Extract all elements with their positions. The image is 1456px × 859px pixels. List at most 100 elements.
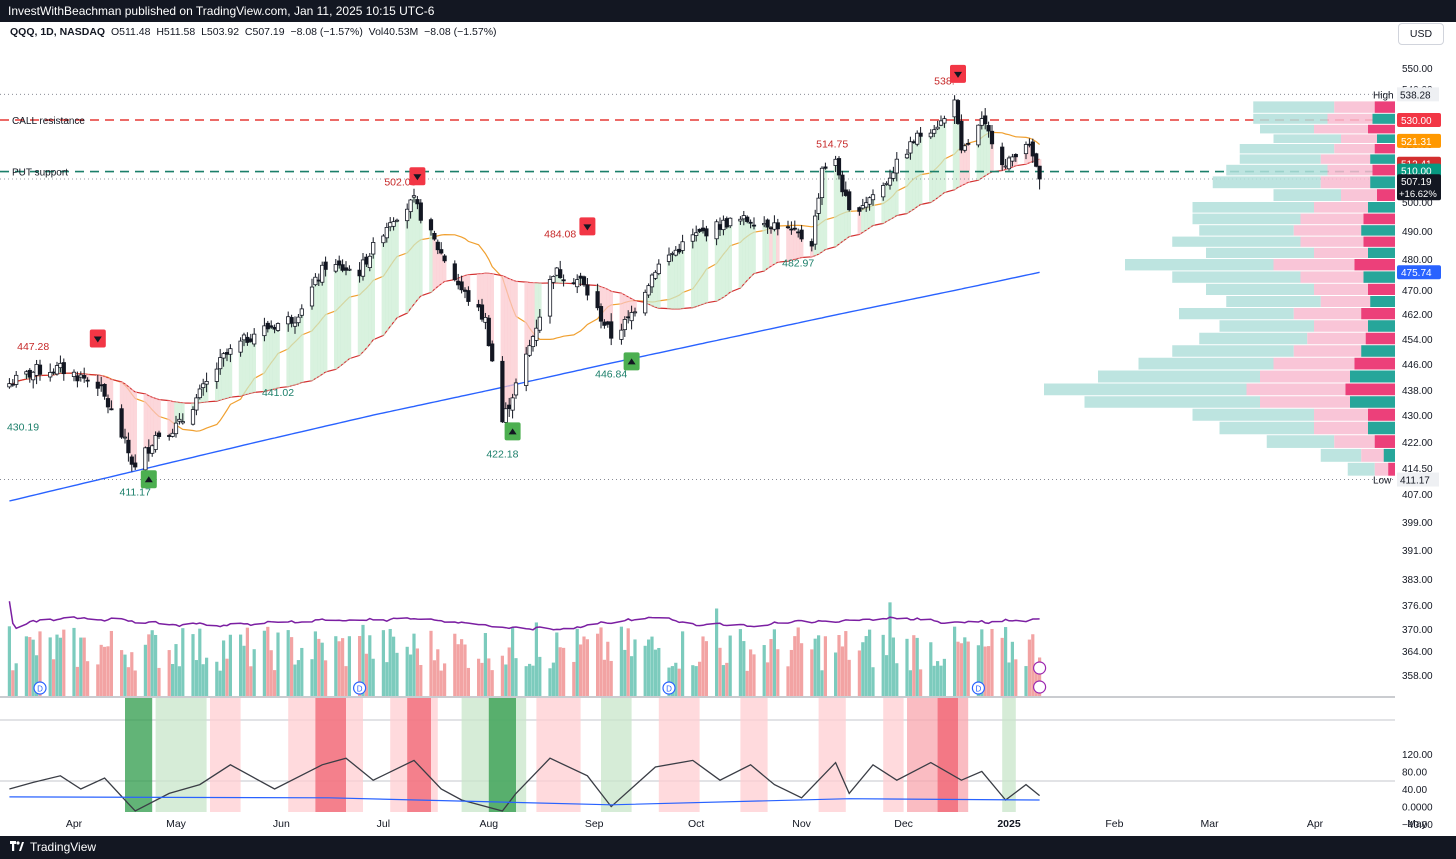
price-axis-tick: 370.00 bbox=[1402, 625, 1433, 636]
volume-ma-line bbox=[8, 601, 1040, 631]
candle-body bbox=[622, 319, 627, 331]
cloud-slice bbox=[844, 195, 848, 240]
cloud-slice bbox=[725, 226, 729, 295]
price-axis-tick: 454.00 bbox=[1402, 335, 1433, 346]
volume-bar bbox=[633, 639, 637, 696]
volume-bar bbox=[810, 649, 814, 696]
candle-body bbox=[775, 222, 780, 230]
volume-bar bbox=[249, 666, 253, 696]
publisher-text: InvestWithBeachman published on TradingV… bbox=[8, 4, 435, 18]
cloud-slice bbox=[718, 229, 722, 300]
time-axis-tick: Jul bbox=[377, 818, 390, 830]
candle-body bbox=[384, 227, 389, 239]
symbol-label[interactable]: QQQ, 1D, NASDAQ bbox=[10, 26, 106, 38]
cloud-slice bbox=[296, 317, 301, 384]
osc-band bbox=[1002, 698, 1016, 812]
candle-body bbox=[959, 120, 964, 151]
volume-bar bbox=[293, 664, 297, 696]
price-axis-tick: 490.00 bbox=[1402, 227, 1433, 238]
signal-arrow bbox=[583, 224, 592, 231]
swing-price-label: 430.19 bbox=[7, 421, 39, 433]
cloud-slice bbox=[714, 221, 719, 302]
volume-bar bbox=[813, 638, 817, 696]
candle-body bbox=[857, 207, 862, 212]
cloud-slice bbox=[956, 123, 960, 188]
profile-bar-value bbox=[1377, 134, 1395, 143]
cloud-slice bbox=[538, 283, 542, 318]
oscillator-line bbox=[9, 757, 1041, 812]
candle-body bbox=[360, 259, 366, 277]
cloud-slice bbox=[861, 205, 865, 233]
cloud-slice bbox=[483, 273, 488, 318]
price-axis-tick: 414.50 bbox=[1402, 464, 1433, 475]
volume-bar bbox=[579, 644, 583, 696]
volume-bar bbox=[864, 636, 868, 696]
profile-bar-value bbox=[1350, 396, 1395, 408]
cloud-slice bbox=[748, 223, 753, 277]
cloud-slice bbox=[976, 125, 981, 181]
profile-bar-down bbox=[1314, 202, 1395, 213]
footer-bar: TradingView bbox=[0, 836, 1456, 859]
cloud-slice bbox=[653, 272, 658, 308]
axis-badge-caption: Low bbox=[1373, 476, 1392, 487]
axis-badge-sub: +16.62% bbox=[1399, 189, 1437, 200]
volume-bar bbox=[388, 628, 392, 696]
cloud-slice bbox=[915, 133, 919, 207]
volume-bar bbox=[980, 629, 984, 696]
candle-body bbox=[1000, 146, 1005, 166]
volume-bar bbox=[840, 646, 844, 696]
profile-bar-up bbox=[1098, 370, 1260, 383]
volume-bar bbox=[558, 647, 562, 696]
cloud-slice bbox=[942, 118, 947, 193]
profile-bar-down bbox=[1314, 124, 1395, 134]
candle-body bbox=[177, 418, 182, 422]
volume-bar bbox=[460, 639, 464, 696]
cloud-slice bbox=[167, 400, 171, 437]
osc-band bbox=[155, 698, 207, 812]
tradingview-brand[interactable]: TradingView bbox=[30, 840, 97, 854]
volume-bar bbox=[762, 645, 766, 696]
sell-signal-icon bbox=[950, 64, 966, 83]
candle-body bbox=[316, 279, 321, 282]
price-axis-tick: 407.00 bbox=[1402, 490, 1433, 501]
candle-body bbox=[299, 308, 304, 316]
osc-axis-tick: −40.00 bbox=[1402, 820, 1433, 831]
cloud-slice bbox=[772, 222, 777, 265]
volume-bar bbox=[286, 630, 290, 696]
cloud-slice bbox=[388, 222, 392, 327]
volume-bar bbox=[800, 643, 804, 696]
cloud-slice bbox=[881, 185, 885, 224]
osc-band bbox=[536, 698, 581, 812]
candle-body bbox=[269, 325, 274, 328]
candle-body bbox=[677, 248, 682, 253]
candle-body bbox=[129, 456, 134, 465]
swing-price-label: 411.17 bbox=[120, 487, 151, 499]
candle-body bbox=[10, 383, 15, 386]
candle-body bbox=[245, 336, 250, 343]
currency-button[interactable]: USD bbox=[1398, 23, 1444, 45]
volume-bar bbox=[7, 626, 11, 696]
cloud-slice bbox=[966, 143, 970, 183]
candle-body bbox=[34, 363, 39, 376]
cloud-slice bbox=[442, 260, 447, 282]
candle-body bbox=[643, 291, 648, 314]
volume-bar bbox=[409, 654, 413, 696]
axis-badge-value: 507.19 bbox=[1401, 177, 1432, 188]
signal-arrow bbox=[954, 71, 962, 78]
volume-bar bbox=[262, 630, 266, 696]
volume-bar bbox=[174, 644, 178, 696]
cloud-slice bbox=[986, 131, 991, 174]
volume-bar bbox=[718, 647, 722, 696]
candle-body bbox=[578, 275, 583, 279]
candle-body bbox=[173, 422, 179, 435]
profile-bar-up bbox=[1172, 236, 1301, 247]
profile-bar-up bbox=[1125, 259, 1274, 271]
cloud-slice bbox=[300, 308, 304, 383]
cloud-slice bbox=[786, 227, 790, 262]
cloud-slice bbox=[364, 264, 369, 349]
candle-body bbox=[48, 372, 53, 378]
profile-bar-down bbox=[1341, 189, 1395, 201]
qqq-daily-chart[interactable]: CALL resistance PUT support 447.28 430.19 41… bbox=[0, 22, 1456, 858]
candle-body bbox=[435, 241, 440, 251]
volume-bar bbox=[1014, 659, 1018, 696]
